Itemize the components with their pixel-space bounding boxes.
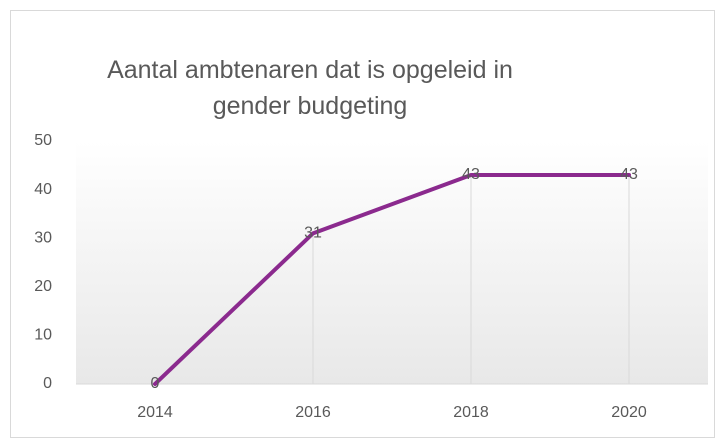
chart-title: Aantal ambtenaren dat is opgeleid in gen…	[107, 56, 513, 120]
y-tick-label: 0	[43, 375, 52, 392]
y-tick-label: 30	[34, 229, 52, 246]
data-label: 43	[620, 166, 638, 183]
y-tick-label: 40	[34, 181, 52, 198]
x-tick-label: 2014	[137, 404, 173, 421]
y-tick-label: 20	[34, 278, 52, 295]
data-label: 0	[151, 375, 160, 392]
plot-area	[76, 141, 708, 384]
line	[153, 173, 631, 386]
x-tick-label: 2016	[295, 404, 331, 421]
x-tick-label: 2020	[611, 404, 647, 421]
data-label: 31	[304, 225, 322, 242]
x-tick-label: 2018	[453, 404, 489, 421]
y-tick-label: 10	[34, 327, 52, 344]
data-label: 43	[462, 166, 480, 183]
y-tick-label: 50	[34, 132, 52, 149]
